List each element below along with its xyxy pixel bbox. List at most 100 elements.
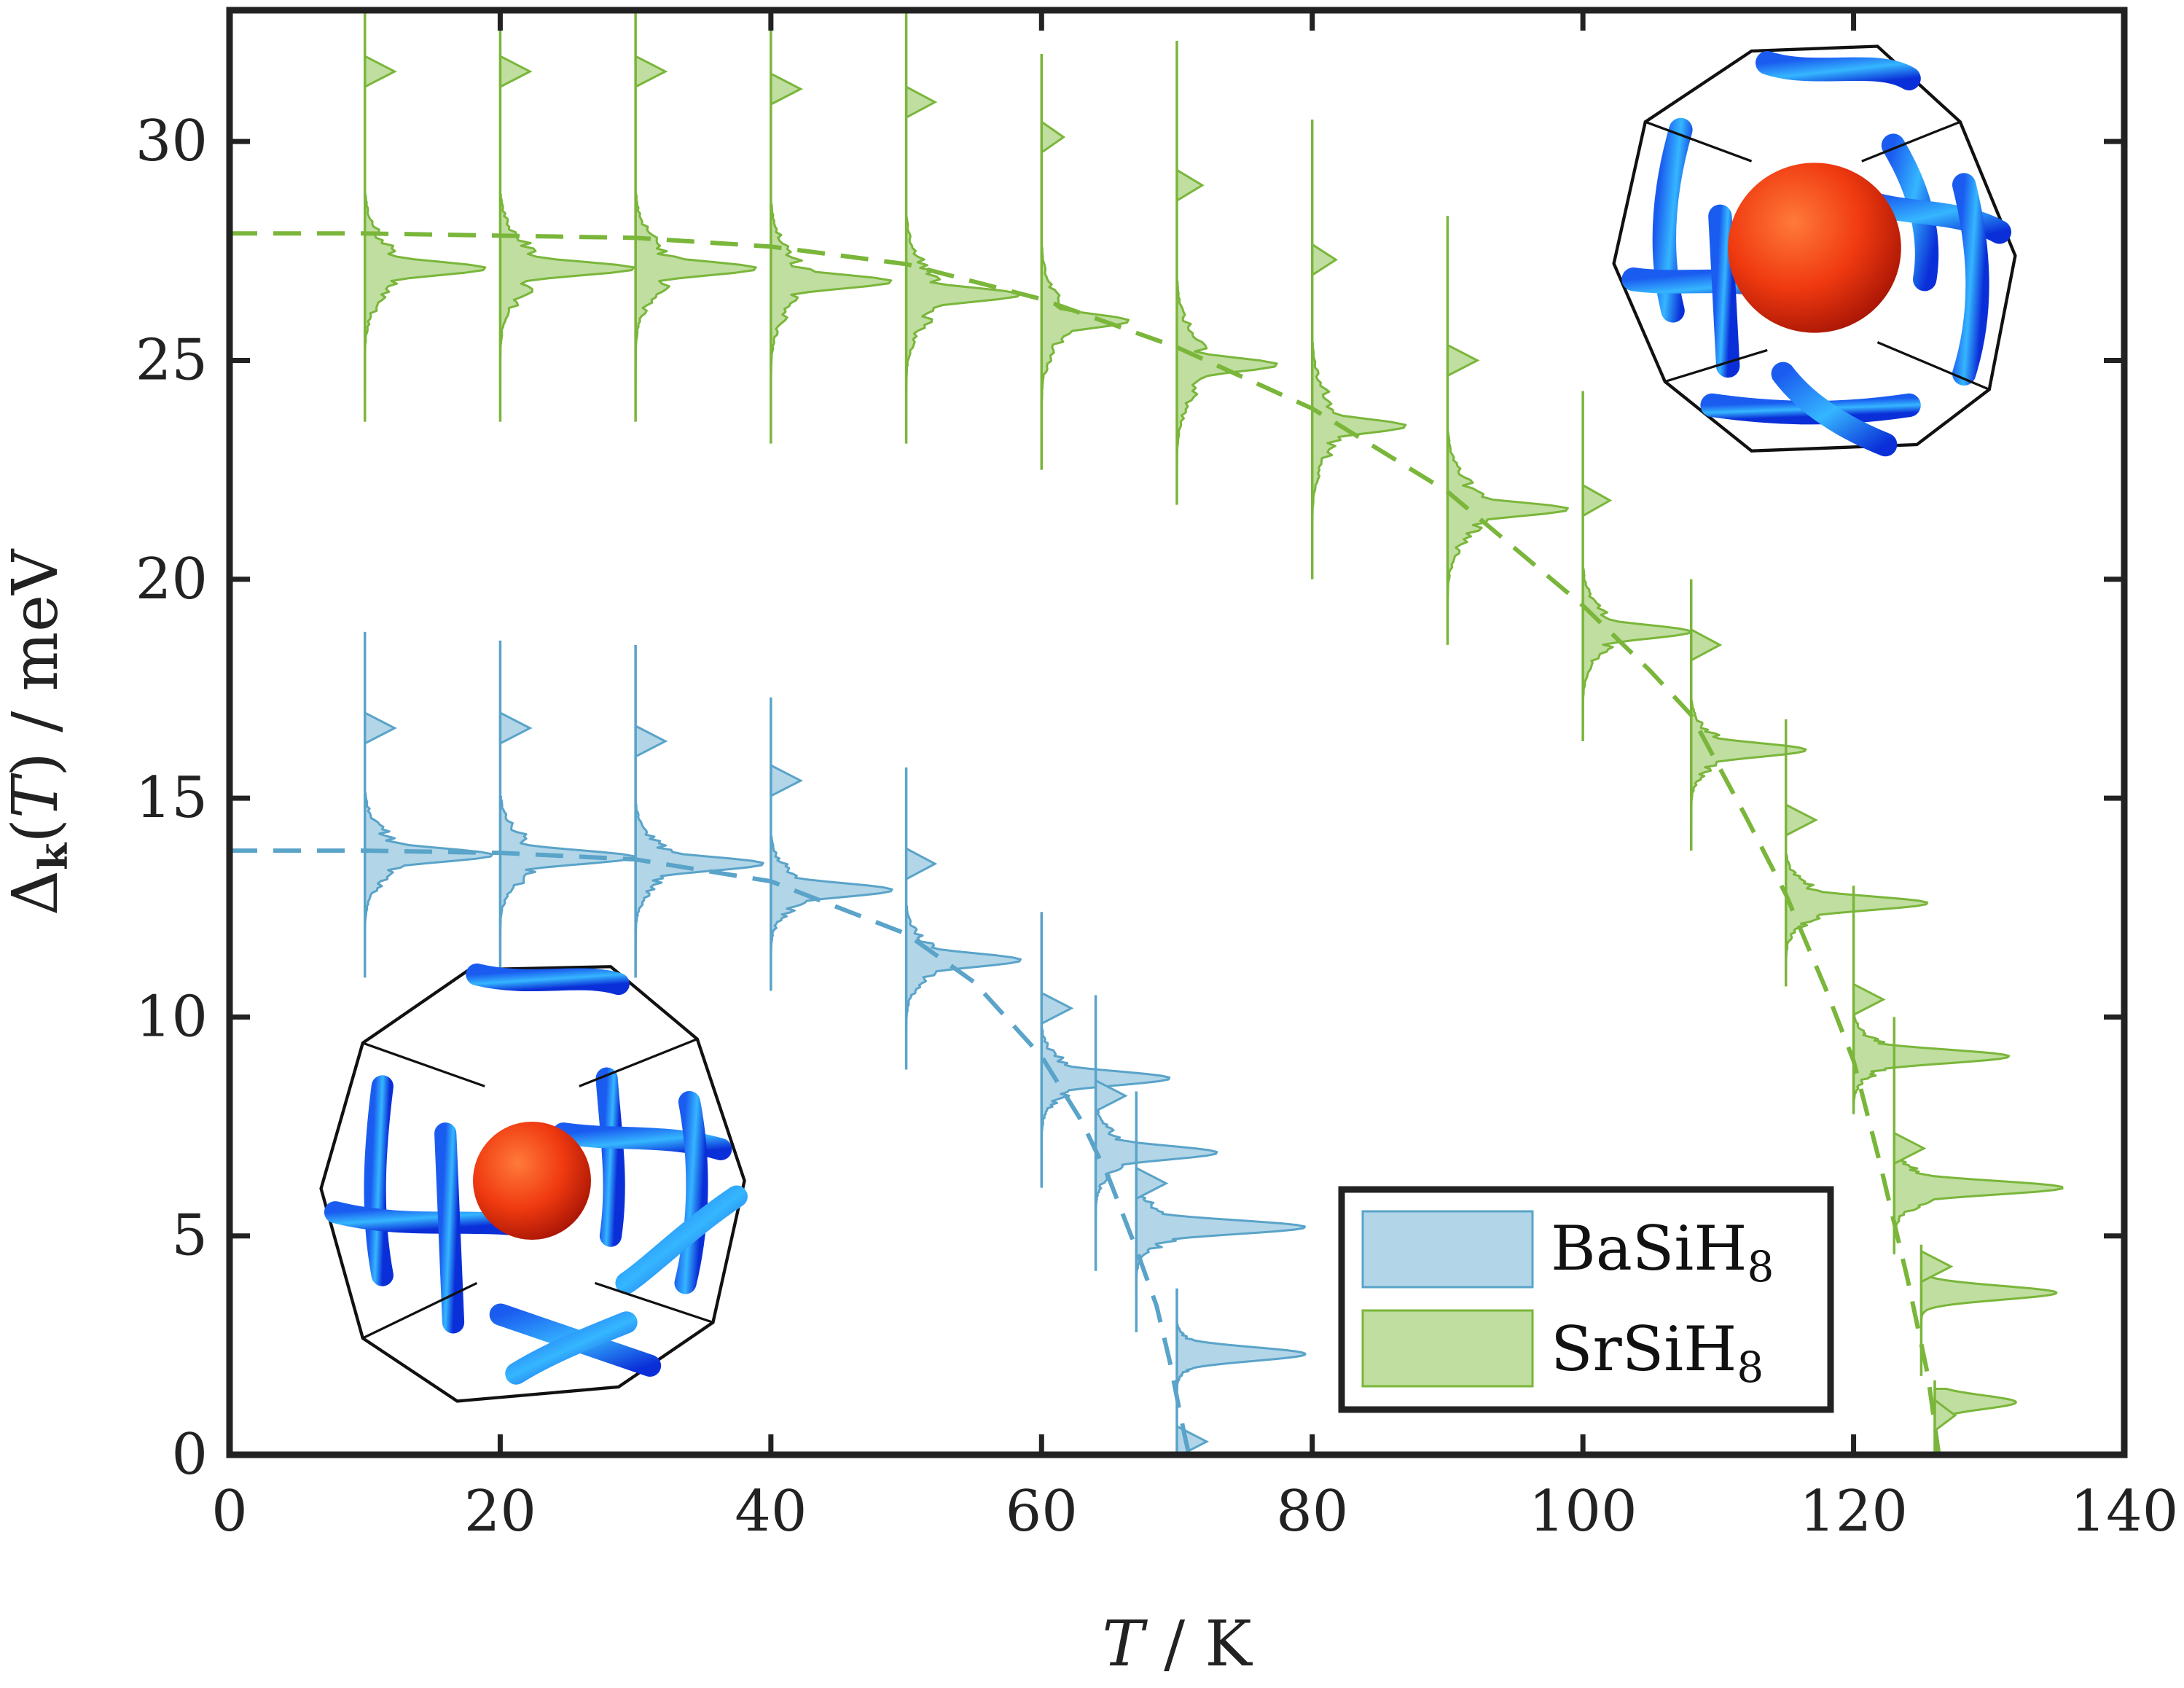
distribution-minor-peak (1040, 990, 1074, 1025)
srsih8-gap-distribution (1893, 1017, 2064, 1255)
distribution-fill (498, 795, 636, 953)
axis-tick-labels: 0 20 40 60 80 100 120 140 0 5 10 15 20 25 30 (136, 109, 2179, 1544)
plot-frame (226, 7, 2128, 1458)
x-axis-label: T / K (1102, 1608, 1253, 1681)
legend-label-srsih8: SrSiH (1551, 1313, 1737, 1385)
legend-swatch-srsih8 (1361, 1309, 1534, 1388)
basih8-gap-fit-line (230, 848, 1191, 1455)
distribution-minor-peak (1785, 802, 1818, 837)
distribution-fill (634, 802, 764, 958)
srsih8-gap-distribution (1852, 886, 2011, 1115)
basih8-gap-distribution (498, 640, 636, 978)
basih8-gap-distribution (363, 631, 494, 978)
legend-item-srsih8: SrSiH8 (1361, 1309, 1764, 1392)
basih8-gap-distribution (904, 767, 1022, 1070)
y-tick-label: 15 (136, 765, 208, 831)
basih8-gap-distribution (770, 697, 893, 991)
distribution-minor-peak (364, 54, 397, 89)
distribution-fill (1852, 1014, 2011, 1115)
y-axis-label: Δk(T) / meV (0, 548, 77, 915)
srsih8-gap-distribution (770, 10, 893, 444)
axis-ticks (227, 10, 2127, 1458)
distribution-minor-peak (634, 54, 668, 89)
srsih8-gap-distribution (1175, 41, 1278, 505)
x-tick-label: 120 (1799, 1479, 1908, 1544)
x-tick-label: 140 (2070, 1479, 2179, 1544)
basih8-series (230, 631, 1307, 1455)
distribution-fill (1311, 342, 1407, 556)
distribution-minor-peak (1311, 242, 1338, 278)
basih8-gap-distribution (1135, 1091, 1306, 1332)
distribution-minor-peak (905, 85, 938, 120)
distribution-fill (770, 836, 893, 974)
distribution-fill (634, 193, 757, 385)
distribution-fill (364, 193, 487, 385)
legend: BaSiH8 SrSiH8 (1338, 1186, 1834, 1413)
srsih8-gap-distribution (363, 10, 487, 422)
srsih8-gap-distribution (1310, 120, 1407, 579)
distribution-minor-peak (1581, 483, 1613, 518)
srsih8-gap-distribution (1919, 1244, 2058, 1376)
svg-text:Δk(T) / meV: Δk(T) / meV (0, 548, 77, 915)
srsih8-series (230, 10, 2064, 1455)
distribution-minor-peak (1040, 120, 1066, 155)
distribution-fill (498, 193, 635, 385)
y-tick-label: 5 (171, 1203, 208, 1269)
distribution-minor-peak (634, 724, 668, 759)
distribution-fill (1040, 245, 1130, 439)
srsih8-gap-distribution (1581, 391, 1691, 742)
srsih8-gap-distribution (498, 10, 635, 422)
distribution-fill (1175, 1323, 1307, 1402)
y-tick-label: 25 (136, 327, 208, 393)
fermi-surface-inset-srsih8 (1612, 44, 2017, 457)
distribution-minor-peak (498, 711, 533, 746)
y-tick-label: 20 (136, 547, 208, 612)
srsih8-gap-distribution (1040, 54, 1130, 470)
basih8-gap-distribution (1094, 995, 1218, 1271)
svg-text:SrSiH8: SrSiH8 (1551, 1313, 1764, 1392)
distribution-fill (770, 202, 893, 405)
distribution-minor-peak (1852, 982, 1886, 1017)
srsih8-gap-distribution (634, 10, 757, 422)
distribution-minor-peak (770, 763, 803, 798)
distribution-minor-peak (1919, 1249, 1954, 1284)
distribution-fill (1785, 853, 1929, 980)
distribution-fill (1581, 567, 1691, 731)
distribution-minor-peak (1175, 168, 1205, 203)
distribution-fill (905, 215, 1021, 418)
x-tick-label: 20 (464, 1479, 536, 1544)
distribution-minor-peak (905, 846, 938, 881)
basih8-gap-distribution (634, 644, 764, 978)
distribution-fill (1893, 1144, 2064, 1255)
distribution-minor-peak (498, 54, 533, 89)
basih8-gap-distribution (1040, 912, 1171, 1188)
srsih8-gap-distribution (1933, 1380, 2017, 1455)
svg-text:T / K: T / K (1102, 1608, 1253, 1681)
x-tick-label: 60 (1006, 1479, 1078, 1544)
distribution-fill (1919, 1267, 2058, 1331)
srsih8-gap-distribution (904, 10, 1021, 444)
distribution-minor-peak (364, 711, 397, 746)
legend-label-basih8-sub: 8 (1747, 1242, 1774, 1292)
x-tick-label: 0 (211, 1479, 248, 1544)
y-tick-label: 30 (136, 109, 208, 174)
distribution-minor-peak (1690, 628, 1723, 663)
legend-item-basih8: BaSiH8 (1361, 1210, 1774, 1292)
legend-swatch-basih8 (1361, 1210, 1534, 1289)
distribution-fill (1135, 1182, 1306, 1296)
x-tick-label: 40 (735, 1479, 807, 1544)
fermi-surface-inset-basih8 (319, 963, 748, 1403)
y-tick-label: 10 (136, 984, 208, 1050)
srsih8-gap-distribution (1784, 719, 1929, 987)
y-tick-label: 0 (171, 1422, 208, 1488)
x-tick-label: 100 (1529, 1479, 1637, 1544)
distribution-fill (1446, 431, 1569, 630)
x-tick-label: 80 (1276, 1479, 1348, 1544)
srsih8-gap-distribution (1446, 216, 1569, 645)
distribution-minor-peak (1446, 343, 1480, 378)
distribution-fill (364, 792, 494, 953)
distribution-minor-peak (1893, 1131, 1927, 1166)
legend-label-basih8: BaSiH (1551, 1213, 1747, 1284)
basih8-gap-distribution (1175, 1288, 1307, 1455)
